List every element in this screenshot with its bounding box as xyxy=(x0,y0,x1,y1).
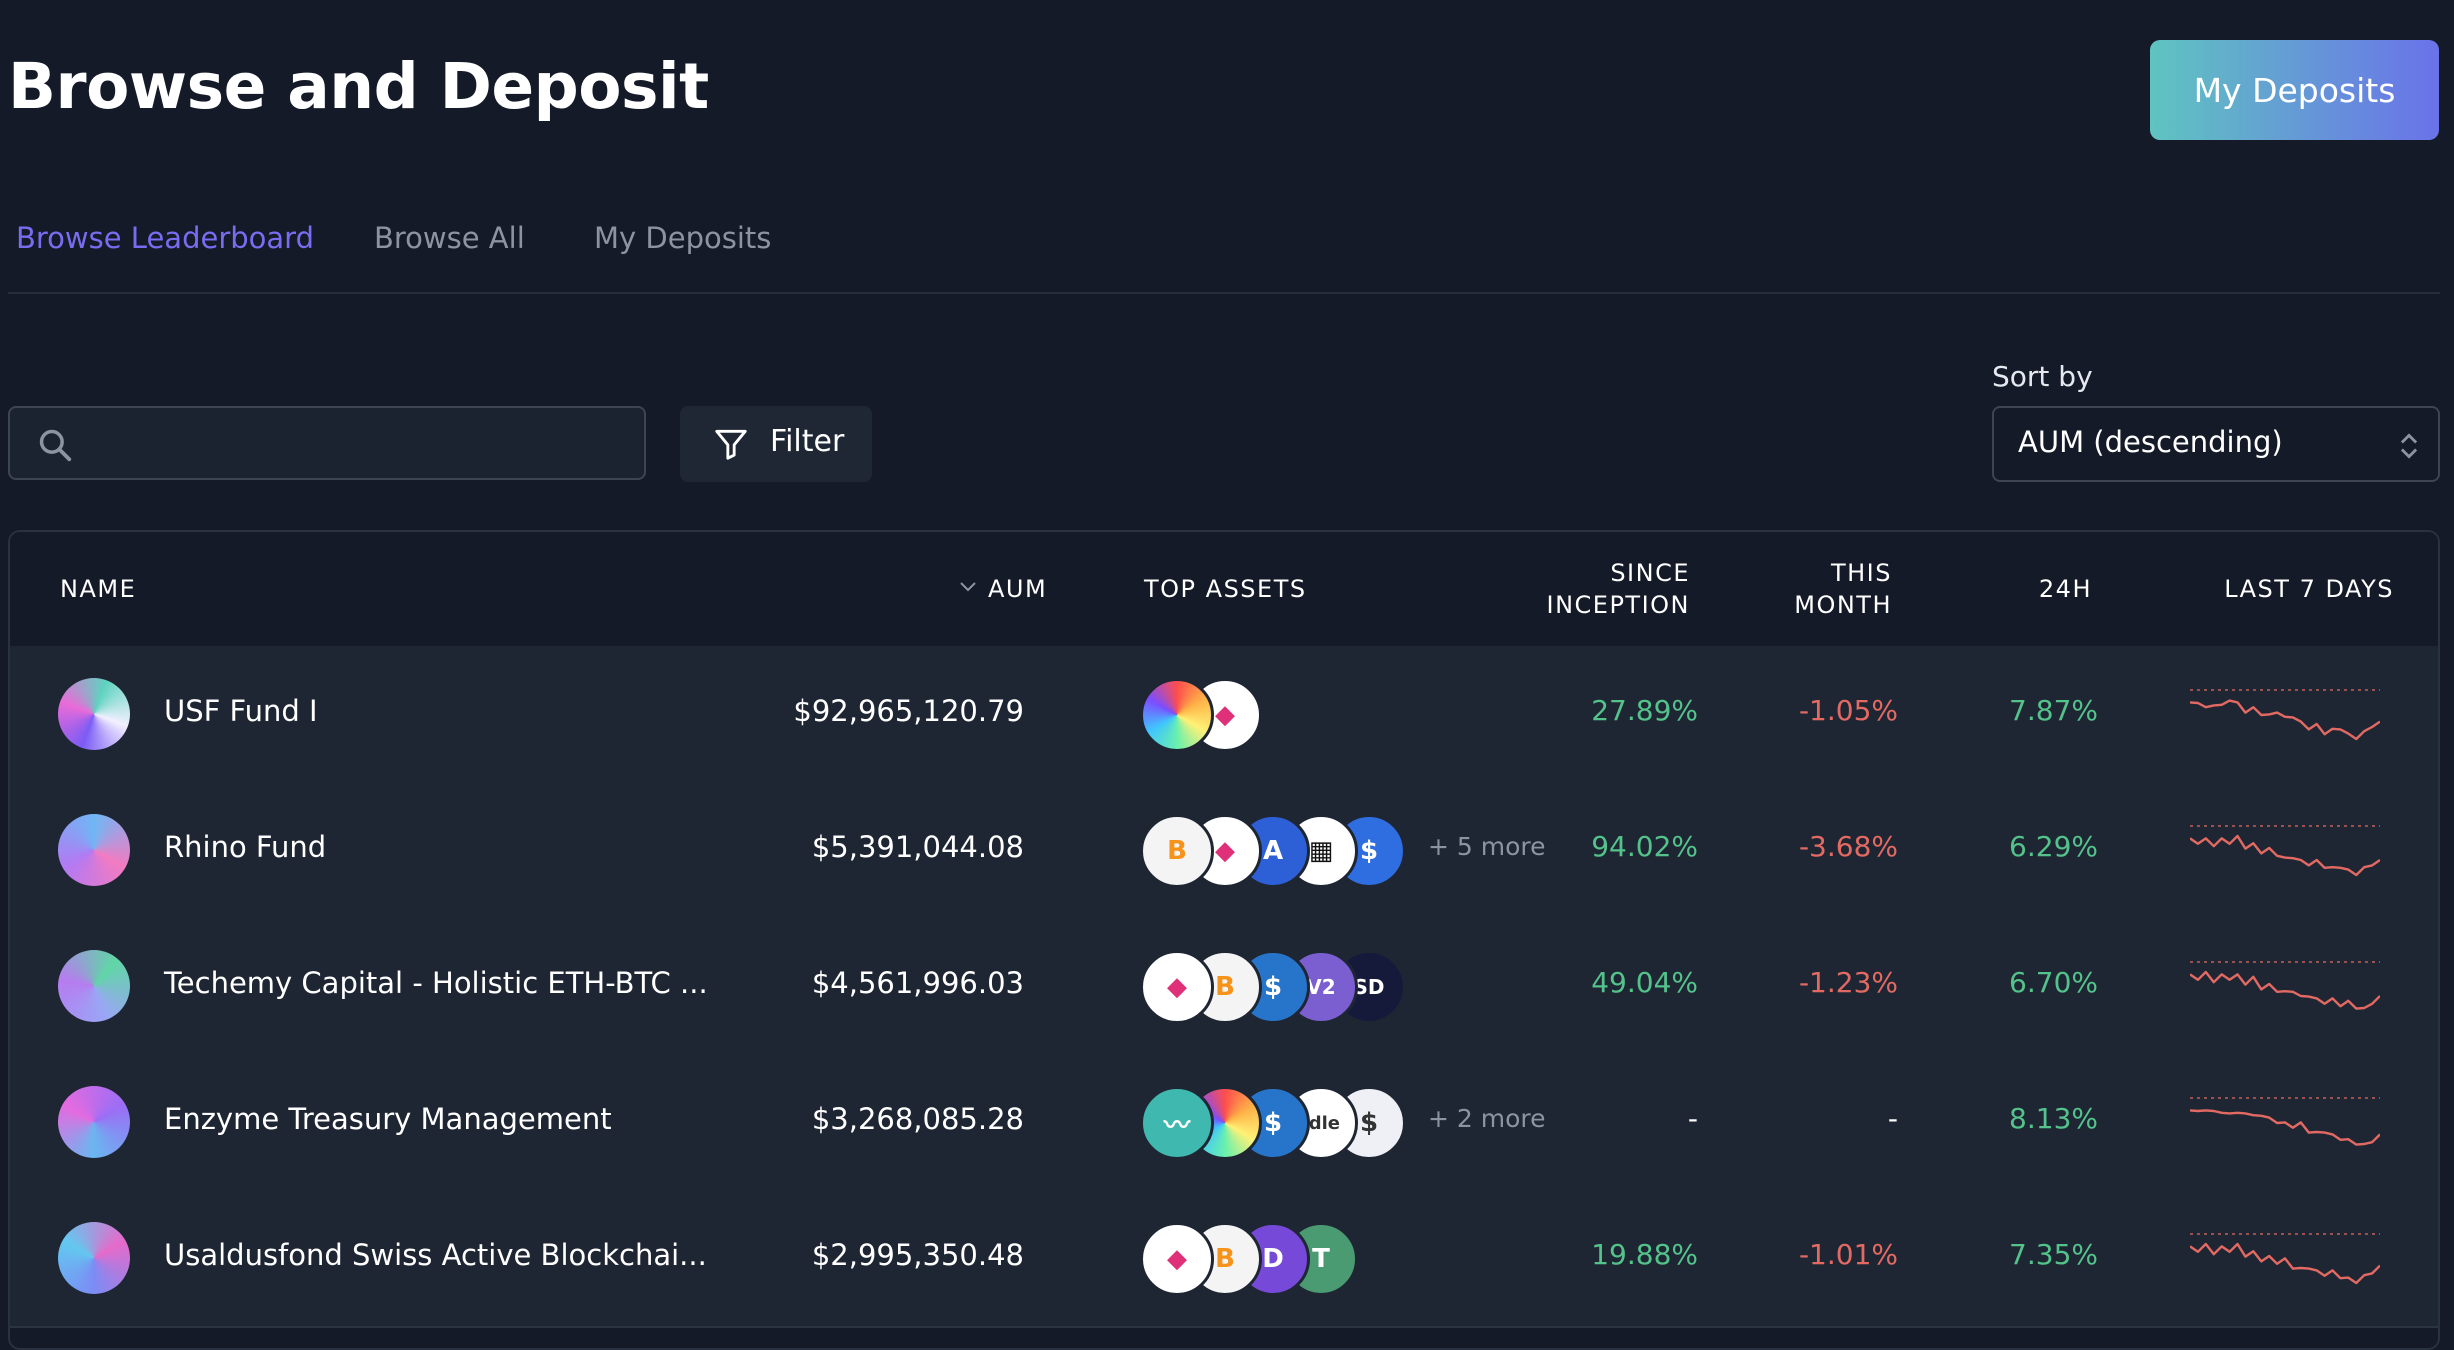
col-since-inception-line1: SINCE xyxy=(1610,559,1690,587)
page-title: Browse and Deposit xyxy=(8,50,709,123)
rainbow-token-icon xyxy=(1140,678,1214,752)
fund-avatar xyxy=(58,950,130,1022)
col-top-assets: TOP ASSETS xyxy=(1144,575,1307,603)
fund-aum: $92,965,120.79 xyxy=(793,694,1024,728)
col-this-month-line1: THIS xyxy=(1830,559,1892,587)
search-input[interactable] xyxy=(8,406,646,480)
table-row[interactable]: Rhino Fund $5,391,044.08 B ◆ A ▦ $ + 5 more 94.0… xyxy=(10,782,2438,920)
since-inception-value: 94.02% xyxy=(1591,830,1698,863)
filter-icon xyxy=(715,429,747,460)
fund-avatar xyxy=(58,678,130,750)
col-last-7-days: LAST 7 DAYS xyxy=(2224,575,2394,603)
fund-aum: $5,391,044.08 xyxy=(811,830,1024,864)
sparkline-line xyxy=(2190,970,2380,1010)
col-this-month-line2: MONTH xyxy=(1794,591,1892,619)
fund-avatar xyxy=(58,1222,130,1294)
fund-aum: $4,561,996.03 xyxy=(811,966,1024,1000)
sparkline-chart xyxy=(2190,689,2380,741)
h24-value: 6.70% xyxy=(2009,966,2098,999)
sparkline-chart xyxy=(2190,961,2380,1010)
sparkline-line xyxy=(2190,1242,2380,1285)
fund-aum: $3,268,085.28 xyxy=(811,1102,1024,1136)
eth-token-icon: ◆ xyxy=(1140,1222,1214,1296)
col-aum[interactable]: AUM xyxy=(988,575,1048,603)
eth-token-icon: ◆ xyxy=(1140,950,1214,1024)
since-inception-value: 49.04% xyxy=(1591,966,1698,999)
more-assets-label[interactable]: + 5 more xyxy=(1428,832,1546,861)
h24-value: 7.35% xyxy=(2009,1238,2098,1271)
sparkline-chart xyxy=(2190,1233,2380,1285)
fund-avatar xyxy=(58,814,130,886)
since-inception-value: - xyxy=(1687,1102,1698,1135)
this-month-value: - xyxy=(1887,1102,1898,1135)
tab-bar: Browse Leaderboard Browse All My Deposit… xyxy=(8,200,2440,294)
btc-token-icon: B xyxy=(1140,814,1214,888)
wave-token-icon: 〰 xyxy=(1140,1086,1214,1160)
more-assets-label[interactable]: + 2 more xyxy=(1428,1104,1546,1133)
this-month-value: -1.05% xyxy=(1798,694,1898,727)
my-deposits-button[interactable]: My Deposits xyxy=(2150,40,2439,140)
sparkline-line xyxy=(2190,834,2380,877)
fund-name[interactable]: Rhino Fund xyxy=(164,830,327,864)
sort-label: Sort by xyxy=(1992,360,2093,393)
h24-value: 6.29% xyxy=(2009,830,2098,863)
h24-value: 7.87% xyxy=(2009,694,2098,727)
fund-table: NAME AUM TOP ASSETS SINCE INCEPTION THIS M… xyxy=(8,530,2440,1350)
sort-select[interactable]: AUM (descending) xyxy=(1992,406,2440,482)
table-row[interactable]: Enzyme Treasury Management $3,268,085.28 〰… xyxy=(10,1054,2438,1192)
this-month-value: -1.23% xyxy=(1798,966,1898,999)
chevron-updown-icon xyxy=(2400,433,2418,459)
table-row[interactable]: Usaldusfond Swiss Active Blockchai... $2,… xyxy=(10,1190,2438,1328)
since-inception-value: 19.88% xyxy=(1591,1238,1698,1271)
tab-browse-leaderboard[interactable]: Browse Leaderboard xyxy=(16,221,314,255)
fund-avatar xyxy=(58,1086,130,1158)
col-24h[interactable]: 24H xyxy=(2038,575,2092,603)
table-row[interactable]: Techemy Capital - Holistic ETH-BTC ... $4… xyxy=(10,918,2438,1056)
table-header: NAME AUM TOP ASSETS SINCE INCEPTION THIS M… xyxy=(10,532,2438,648)
fund-name[interactable]: Techemy Capital - Holistic ETH-BTC ... xyxy=(164,966,708,1000)
this-month-value: -1.01% xyxy=(1798,1238,1898,1271)
fund-name[interactable]: USF Fund I xyxy=(164,694,318,728)
sparkline-chart xyxy=(2190,825,2380,877)
fund-aum: $2,995,350.48 xyxy=(811,1238,1024,1272)
filter-label: Filter xyxy=(770,424,845,459)
sparkline-chart xyxy=(2190,1097,2380,1146)
col-since-inception-line2: INCEPTION xyxy=(1546,591,1690,619)
col-since-inception[interactable]: SINCE INCEPTION xyxy=(1546,557,1690,621)
sparkline-line xyxy=(2190,699,2380,741)
h24-value: 8.13% xyxy=(2009,1102,2098,1135)
tab-browse-all[interactable]: Browse All xyxy=(374,221,525,255)
table-row[interactable]: USF Fund I $92,965,120.79 ◆ 27.89% -1.05% 7.8… xyxy=(10,646,2438,784)
col-name[interactable]: NAME xyxy=(60,575,137,603)
tab-my-deposits[interactable]: My Deposits xyxy=(594,221,772,255)
sparkline-line xyxy=(2190,1109,2380,1146)
fund-name[interactable]: Enzyme Treasury Management xyxy=(164,1102,612,1136)
sort-chevron-down-icon xyxy=(960,582,976,592)
since-inception-value: 27.89% xyxy=(1591,694,1698,727)
sort-value: AUM (descending) xyxy=(2018,425,2283,459)
fund-name[interactable]: Usaldusfond Swiss Active Blockchai... xyxy=(164,1238,707,1272)
this-month-value: -3.68% xyxy=(1798,830,1898,863)
search-icon xyxy=(39,429,72,462)
filter-button[interactable]: Filter xyxy=(680,406,872,482)
col-this-month[interactable]: THIS MONTH xyxy=(1794,557,1892,621)
